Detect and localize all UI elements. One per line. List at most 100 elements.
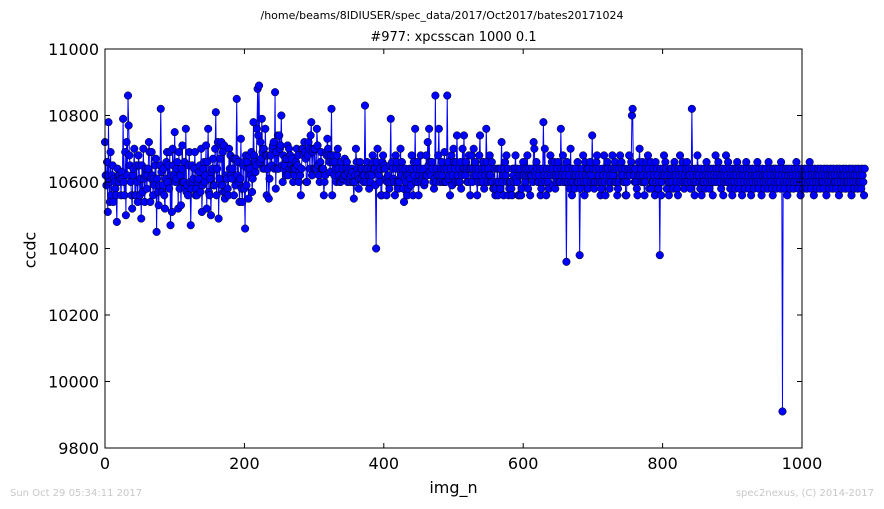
data-point bbox=[593, 151, 602, 160]
data-point bbox=[265, 174, 274, 183]
data-point bbox=[391, 151, 400, 160]
data-point bbox=[563, 158, 572, 167]
data-point bbox=[181, 124, 190, 133]
data-point bbox=[792, 158, 801, 167]
data-point bbox=[379, 151, 388, 160]
data-point bbox=[425, 124, 434, 133]
data-point bbox=[168, 144, 177, 153]
data-point bbox=[664, 191, 673, 200]
data-point bbox=[742, 158, 751, 167]
data-point bbox=[597, 184, 606, 193]
data-point bbox=[186, 221, 195, 230]
data-point bbox=[213, 164, 222, 173]
data-point bbox=[257, 114, 266, 123]
data-point bbox=[475, 131, 485, 140]
data-point bbox=[125, 151, 134, 160]
data-point bbox=[319, 191, 328, 200]
data-point bbox=[294, 177, 303, 187]
data-point bbox=[627, 111, 636, 120]
data-point bbox=[768, 191, 777, 200]
data-point bbox=[502, 151, 511, 160]
data-point bbox=[576, 184, 585, 193]
data-point bbox=[659, 151, 669, 160]
data-point bbox=[349, 194, 358, 203]
data-point bbox=[511, 151, 520, 160]
data-point bbox=[178, 141, 187, 150]
data-point bbox=[588, 131, 597, 140]
data-point bbox=[434, 124, 443, 133]
y-tick-label: 10800 bbox=[48, 107, 99, 126]
data-point bbox=[633, 191, 642, 200]
data-point bbox=[252, 124, 262, 133]
data-point bbox=[657, 191, 666, 200]
data-point bbox=[517, 191, 526, 200]
file-path-header: /home/beams/8IDIUSER/spec_data/2017/Oct2… bbox=[260, 9, 624, 22]
data-point bbox=[469, 144, 478, 153]
data-point bbox=[303, 177, 312, 187]
data-point bbox=[724, 158, 733, 167]
data-point bbox=[670, 158, 679, 167]
data-point bbox=[204, 124, 213, 133]
data-point bbox=[130, 144, 139, 153]
data-point bbox=[144, 164, 153, 173]
data-point bbox=[137, 214, 146, 223]
data-point bbox=[458, 144, 467, 153]
data-point bbox=[397, 158, 406, 167]
y-tick-label: 10000 bbox=[48, 373, 99, 392]
data-point bbox=[228, 164, 237, 173]
data-point bbox=[202, 141, 211, 150]
data-point bbox=[859, 191, 869, 200]
data-point bbox=[225, 144, 234, 153]
x-axis-label: img_n bbox=[429, 478, 478, 497]
data-point bbox=[600, 151, 609, 160]
data-point bbox=[386, 114, 395, 123]
data-point bbox=[546, 151, 555, 160]
data-point bbox=[351, 144, 360, 153]
data-point bbox=[539, 118, 548, 127]
data-point bbox=[635, 144, 644, 153]
data-point bbox=[523, 151, 532, 160]
data-point bbox=[165, 184, 174, 193]
data-point bbox=[480, 184, 489, 193]
data-point bbox=[778, 407, 787, 416]
data-point bbox=[160, 204, 169, 213]
data-point bbox=[860, 164, 869, 173]
data-point bbox=[163, 177, 172, 187]
data-point bbox=[152, 227, 161, 236]
series-line bbox=[104, 85, 866, 412]
footer-credit: spec2nexus, (C) 2014-2017 bbox=[735, 488, 874, 499]
data-point bbox=[373, 144, 382, 153]
data-point bbox=[147, 148, 156, 157]
data-point bbox=[859, 177, 868, 187]
data-point bbox=[124, 121, 133, 130]
data-point bbox=[313, 141, 322, 150]
y-tick-label: 9800 bbox=[58, 439, 99, 458]
data-point bbox=[440, 148, 449, 157]
data-point bbox=[374, 171, 383, 180]
data-point bbox=[443, 91, 452, 100]
data-point bbox=[519, 158, 528, 167]
x-tick-label: 1000 bbox=[782, 454, 823, 473]
data-point bbox=[202, 204, 211, 213]
data-point bbox=[540, 144, 549, 153]
data-point bbox=[616, 151, 625, 160]
data-point bbox=[605, 184, 614, 193]
data-point bbox=[244, 194, 253, 203]
data-point bbox=[466, 191, 475, 200]
data-point bbox=[333, 144, 342, 153]
data-point bbox=[278, 177, 287, 187]
data-point bbox=[122, 138, 131, 147]
data-point bbox=[562, 257, 571, 266]
data-point bbox=[251, 167, 260, 177]
data-point bbox=[449, 144, 458, 153]
chart-title: #977: xpcsscan 1000 0.1 bbox=[370, 30, 537, 45]
y-tick-label: 10600 bbox=[48, 173, 99, 192]
data-point bbox=[422, 151, 431, 160]
data-point bbox=[142, 184, 151, 193]
data-point bbox=[276, 141, 285, 150]
data-point bbox=[733, 158, 742, 167]
data-point bbox=[139, 144, 148, 153]
data-point bbox=[532, 158, 541, 167]
data-point bbox=[475, 151, 484, 160]
